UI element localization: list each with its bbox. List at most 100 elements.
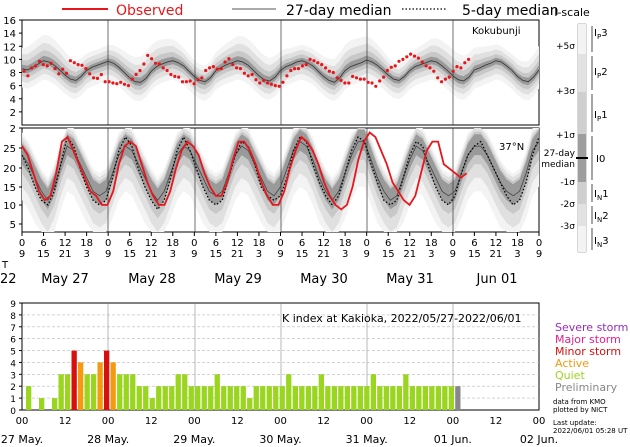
kindex-hour-label: 12	[403, 416, 416, 427]
y-tick-label: 16	[3, 16, 16, 27]
observed-point	[432, 69, 436, 73]
iscale-i0: I0	[596, 154, 605, 165]
kindex-bar	[331, 386, 337, 410]
hour-label: 0	[277, 238, 283, 249]
iscale-plus5: +5σ	[556, 42, 575, 52]
observed-point	[211, 65, 215, 69]
observed-point	[61, 67, 65, 71]
observed-point	[76, 63, 80, 67]
y-tick-label: 3	[10, 371, 16, 381]
kindex-bar	[338, 386, 344, 410]
observed-point	[308, 57, 312, 62]
y-tick-label: 4	[10, 95, 16, 106]
partial-day-label: 22	[0, 272, 17, 287]
ut-label: 15	[296, 249, 309, 260]
lat37-5day-median-line	[21, 135, 540, 211]
hour-label: 12	[403, 238, 416, 249]
hour-label: 6	[385, 238, 391, 249]
iscale-plus1: +1σ	[556, 131, 575, 141]
observed-point	[401, 57, 405, 62]
observed-point	[95, 76, 100, 80]
observed-point	[358, 77, 362, 81]
observed-point	[393, 64, 397, 68]
kokubunji-panel: Kokubunji 2 4 6 8 10 12 14 16	[3, 16, 540, 126]
lat37-27day-median-line	[21, 141, 540, 202]
kindex-day-label: 30 May.	[259, 433, 301, 446]
kindex-bar	[221, 386, 227, 410]
observed-point	[320, 63, 324, 67]
kindex-bar	[104, 350, 110, 410]
day-label: May 31	[386, 272, 434, 287]
station-label: Kokubunji	[472, 26, 521, 37]
observed-point	[238, 67, 243, 71]
observed-point	[382, 75, 386, 79]
observed-point	[385, 68, 389, 73]
observed-point	[277, 84, 281, 88]
observed-point	[196, 78, 200, 82]
observed-point	[354, 76, 359, 80]
kindex-bar	[97, 362, 103, 410]
kindex-bar	[26, 386, 32, 410]
ut-label: 15	[37, 249, 50, 260]
kindex-bar	[201, 386, 207, 410]
iscale-ip2: IP2	[594, 67, 608, 80]
kindex-bar	[182, 374, 188, 410]
observed-point	[443, 77, 447, 81]
last-update-value: 2022/06/01 05:28 UT	[553, 427, 628, 435]
kindex-day-label: 02 Jun.	[520, 433, 558, 446]
observed-point	[231, 63, 235, 67]
observed-point	[126, 84, 130, 88]
kindex-bar	[305, 386, 311, 410]
kindex-bar	[39, 398, 45, 410]
kindex-hour-label: 12	[231, 416, 244, 427]
y-tick-label: 10	[3, 55, 16, 66]
kindex-day-label: 29 May.	[173, 433, 215, 446]
ut-label: 21	[231, 249, 244, 260]
source-nict: plotted by NICT	[553, 406, 608, 414]
observed-point	[49, 61, 53, 65]
observed-point	[428, 66, 432, 70]
kindex-hour-label: 00	[16, 416, 29, 427]
observed-point	[447, 75, 451, 79]
observed-point	[436, 76, 440, 80]
legend-preliminary: Preliminary	[555, 381, 618, 394]
observed-point	[111, 81, 115, 85]
kindex-hour-label: 12	[59, 416, 72, 427]
kindex-bar	[227, 386, 233, 410]
kindex-bar	[357, 386, 363, 410]
kindex-bar	[110, 362, 116, 410]
ut-label: 21	[490, 249, 503, 260]
kindex-bar	[403, 374, 409, 410]
kindex-bar	[78, 362, 84, 410]
observed-point	[22, 69, 26, 73]
y-tick-label: 12	[3, 42, 16, 53]
y-tick-label: 4	[10, 359, 16, 369]
legend-severe-storm: Severe storm	[555, 321, 628, 334]
observed-point	[64, 71, 69, 75]
observed-point	[455, 65, 459, 69]
kindex-bar	[351, 386, 357, 410]
y-tick-label: 8	[10, 312, 16, 322]
kindex-bar	[123, 374, 129, 410]
observed-point	[269, 82, 273, 86]
kindex-bar	[52, 398, 58, 410]
day-label: Jun 01	[476, 272, 518, 287]
observed-point	[92, 76, 96, 80]
y-tick-label: 14	[3, 29, 16, 40]
kindex-bar	[370, 374, 376, 410]
observed-point	[30, 66, 34, 70]
observed-point	[440, 80, 444, 84]
iscale-band-in1	[578, 182, 586, 204]
observed-point	[273, 84, 277, 88]
hour-label: 0	[536, 238, 542, 249]
hour-label: 12	[231, 238, 244, 249]
iscale-minus1: -1σ	[560, 178, 575, 188]
kindex-bar	[136, 386, 142, 410]
observed-point	[107, 80, 111, 84]
kindex-bar	[435, 386, 441, 410]
latitude-label: 37°N	[499, 142, 524, 153]
observed-point	[285, 74, 289, 78]
kindex-bar	[344, 386, 350, 410]
observed-point	[420, 60, 424, 64]
